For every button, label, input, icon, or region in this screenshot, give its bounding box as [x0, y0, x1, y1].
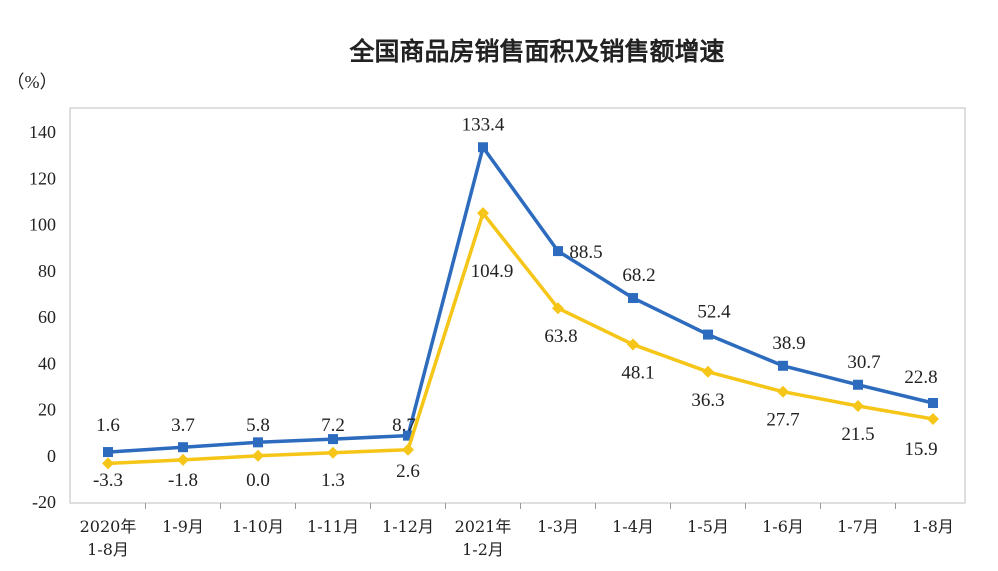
- series-1-point: [178, 442, 188, 453]
- series-1-point: [553, 246, 563, 257]
- x-tick-label: 1-8月: [912, 517, 954, 536]
- series-1-point: [853, 379, 863, 390]
- series-2-point: [327, 446, 339, 459]
- series-2-value-label: 104.9: [471, 261, 514, 282]
- series-2-value-label: -3.3: [93, 470, 123, 491]
- series-1-value-label: 68.2: [622, 265, 655, 286]
- series-2-value-label: -1.8: [168, 470, 198, 491]
- series-2-value-label: 1.3: [321, 470, 345, 491]
- plot-area: [69, 107, 966, 504]
- series-1-value-label: 88.5: [569, 242, 602, 263]
- series-1-value-label: 3.7: [171, 415, 195, 436]
- series-1-value-label: 38.9: [772, 333, 805, 354]
- series-2-point: [777, 385, 789, 398]
- y-tick-label: 0: [47, 446, 56, 466]
- series-2-value-label: 27.7: [766, 410, 799, 431]
- series-line-2: [107, 211, 934, 466]
- series-line-1: [107, 145, 934, 454]
- y-tick-label: 120: [29, 168, 56, 188]
- x-tick-label: 2021年: [455, 517, 512, 536]
- series-1-value-label: 30.7: [847, 352, 880, 373]
- series-1-point: [103, 447, 113, 458]
- series-1-point: [403, 430, 413, 441]
- series-1-value-label: 8.7: [392, 415, 416, 436]
- series-1-value-label: 52.4: [697, 302, 731, 323]
- series-2-point: [852, 400, 864, 413]
- y-axis-unit: （%）: [7, 72, 58, 92]
- series-2-value-label: 15.9: [904, 439, 937, 460]
- series-1-value-label: 7.2: [321, 415, 345, 436]
- x-tick-label: 1-9月: [162, 517, 204, 536]
- y-tick-label: 40: [38, 353, 56, 373]
- series-2-point: [252, 449, 264, 462]
- series-layer: [102, 142, 939, 470]
- data-labels: 1.6 3.7 5.8 7.2 8.7 133.4 88.5 68.2 52.4 38.9 30.7…: [93, 114, 938, 491]
- series-1-value-label: 22.8: [904, 367, 937, 388]
- series-2-point: [102, 457, 114, 470]
- x-tick-label: 1-7月: [837, 517, 879, 536]
- y-tick-label: 60: [38, 307, 56, 327]
- x-tick-label: 1-8月: [87, 540, 129, 559]
- series-2-value-label: 2.6: [396, 461, 420, 482]
- series-1-point: [703, 329, 713, 340]
- y-tick-label: 20: [38, 400, 56, 420]
- y-tick-label: 100: [29, 215, 56, 235]
- series-1-value-label: 5.8: [246, 415, 270, 436]
- series-2-point: [477, 207, 489, 220]
- x-axis: 2020年 1-8月 1-9月 1-10月 1-11月 1-12月 2021年 1-2月 1-3…: [80, 503, 954, 559]
- x-tick-label: 1-6月: [762, 517, 804, 536]
- series-2-point: [402, 443, 414, 456]
- x-tick-label: 1-10月: [232, 517, 284, 536]
- series-2-point: [177, 453, 189, 466]
- y-axis: -20 0 20 40 60 80 100 120 140: [29, 122, 56, 512]
- series-2-value-label: 48.1: [621, 363, 654, 384]
- series-2-point: [627, 338, 639, 351]
- series-2-point: [702, 365, 714, 378]
- series-1-point: [778, 360, 788, 371]
- x-tick-label: 1-12月: [382, 517, 434, 536]
- x-tick-label: 1-4月: [612, 517, 654, 536]
- series-2-value-label: 63.8: [544, 326, 577, 347]
- series-1-point: [928, 398, 938, 409]
- x-tick-label: 1-3月: [537, 517, 579, 536]
- series-1-point: [328, 434, 338, 445]
- y-tick-label: 80: [38, 261, 56, 281]
- series-2-point: [927, 412, 939, 425]
- x-tick-label: 1-5月: [687, 517, 729, 536]
- series-2-value-label: 0.0: [246, 470, 270, 491]
- series-1-point: [478, 142, 488, 153]
- series-1-value-label: 1.6: [96, 415, 120, 436]
- series-2-value-label: 21.5: [841, 424, 874, 445]
- chart-title: 全国商品房销售面积及销售额增速: [348, 37, 724, 66]
- series-1-point: [253, 437, 263, 448]
- series-2-point: [552, 302, 564, 315]
- series-2-value-label: 36.3: [691, 390, 724, 411]
- y-tick-label: -20: [32, 492, 56, 512]
- x-tick-label: 1-2月: [462, 540, 504, 559]
- x-tick-label: 2020年: [80, 517, 137, 536]
- series-1-value-label: 133.4: [462, 114, 505, 135]
- x-tick-label: 1-11月: [307, 517, 359, 536]
- series-1-point: [628, 293, 638, 304]
- y-tick-label: 140: [29, 122, 56, 142]
